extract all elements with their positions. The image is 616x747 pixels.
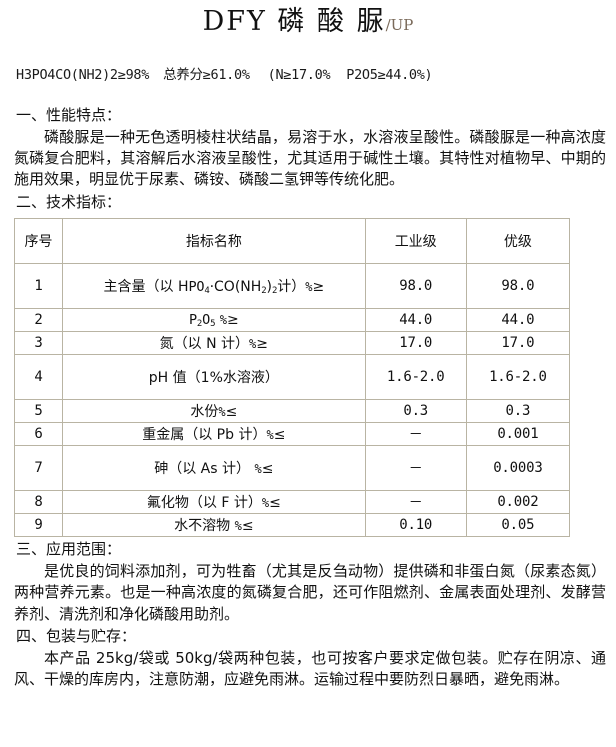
cell-no: 9 bbox=[13, 513, 64, 538]
cell-industrial: 0.3 bbox=[364, 399, 467, 424]
cell-premium: 98.0 bbox=[465, 263, 571, 310]
table-row: 1 主含量（以 HPO4·CO(NH2)2计）%≥ 98.0 98.0 bbox=[13, 263, 571, 310]
spec-segment-total-nutrient: 总养分≥61.0% bbox=[163, 67, 250, 84]
section-2-heading: 二、技术指标： bbox=[16, 192, 122, 211]
cell-no: 8 bbox=[13, 490, 64, 515]
cell-industrial: 0.10 bbox=[364, 513, 467, 538]
cell-industrial: 44.0 bbox=[364, 308, 467, 333]
header-cell-industrial: 工业级 bbox=[364, 218, 467, 265]
cell-no: 4 bbox=[13, 354, 64, 401]
table-row: 5 水份%≤ 0.3 0.3 bbox=[13, 399, 571, 424]
section-4-heading: 四、包装与贮存： bbox=[16, 627, 137, 646]
cell-industrial: － bbox=[364, 490, 467, 515]
section-4-body: 本产品 25kg/袋或 50kg/袋两种包装，也可按客户要求定做包装。贮存在阴凉… bbox=[14, 648, 606, 689]
cell-premium: 1.6-2.0 bbox=[465, 354, 571, 401]
title-main-text: DFY 磷 酸 脲 bbox=[202, 6, 386, 37]
header-cell-name: 指标名称 bbox=[62, 218, 366, 265]
cell-no: 5 bbox=[13, 399, 64, 424]
cell-premium: 0.002 bbox=[465, 490, 571, 515]
cell-no: 3 bbox=[13, 331, 64, 356]
cell-premium: 44.0 bbox=[465, 308, 571, 333]
section-1-body: 磷酸脲是一种无色透明棱柱状结晶，易溶于水，水溶液呈酸性。磷酸脲是一种高浓度氮磷复… bbox=[14, 127, 606, 189]
technical-spec-table: 序号 指标名称 工业级 优级 1 主含量（以 HPO4·CO(NH2)2计）%≥… bbox=[13, 218, 571, 538]
cell-no: 7 bbox=[13, 445, 64, 492]
cell-no: 1 bbox=[13, 263, 64, 310]
cell-premium: 0.3 bbox=[465, 399, 571, 424]
cell-industrial: 1.6-2.0 bbox=[364, 354, 467, 401]
table-row: 9 水不溶物 %≤ 0.10 0.05 bbox=[13, 513, 571, 538]
spec-segment-nitrogen: (N≥17.0% bbox=[267, 67, 331, 84]
spec-segment-phosphorus: P2O5≥44.0%) bbox=[346, 67, 433, 84]
cell-premium: 17.0 bbox=[465, 331, 571, 356]
table-row: 4 pH 值（1%水溶液） 1.6-2.0 1.6-2.0 bbox=[13, 354, 571, 401]
cell-industrial: 98.0 bbox=[364, 263, 467, 310]
cell-name: 砷（以 As 计） %≤ bbox=[62, 445, 366, 492]
technical-spec-table-wrapper: 序号 指标名称 工业级 优级 1 主含量（以 HPO4·CO(NH2)2计）%≥… bbox=[13, 218, 571, 538]
cell-name: 重金属（以 Pb 计）%≤ bbox=[62, 422, 366, 447]
table-header-row: 序号 指标名称 工业级 优级 bbox=[13, 218, 571, 265]
cell-industrial: 17.0 bbox=[364, 331, 467, 356]
cell-name: 氟化物（以 F 计）%≤ bbox=[62, 490, 366, 515]
table-row: 8 氟化物（以 F 计）%≤ － 0.002 bbox=[13, 490, 571, 515]
header-cell-no: 序号 bbox=[13, 218, 64, 265]
cell-no: 6 bbox=[13, 422, 64, 447]
cell-name: 主含量（以 HPO4·CO(NH2)2计）%≥ bbox=[62, 263, 366, 310]
table-row: 7 砷（以 As 计） %≤ － 0.0003 bbox=[13, 445, 571, 492]
cell-name: 水份%≤ bbox=[62, 399, 366, 424]
cell-industrial: － bbox=[364, 422, 467, 447]
cell-industrial: － bbox=[364, 445, 467, 492]
title-suffix-text: /UP bbox=[385, 16, 414, 34]
cell-premium: 0.001 bbox=[465, 422, 571, 447]
cell-no: 2 bbox=[13, 308, 64, 333]
section-3-body: 是优良的饲料添加剂，可为牲畜（尤其是反刍动物）提供磷和非蛋白氮（尿素态氮）两种营… bbox=[14, 562, 606, 623]
page-title: DFY 磷 酸 脲/UP bbox=[0, 0, 616, 37]
table-row: 2 P2O5 %≥ 44.0 44.0 bbox=[13, 308, 571, 333]
spec-segment-formula: H3PO4CO(NH2)2≥98% bbox=[16, 67, 150, 84]
cell-name: 水不溶物 %≤ bbox=[62, 513, 366, 538]
cell-premium: 0.05 bbox=[465, 513, 571, 538]
cell-name: pH 值（1%水溶液） bbox=[62, 354, 366, 401]
cell-name: 氮（以 N 计）%≥ bbox=[62, 331, 366, 356]
section-1-heading: 一、性能特点： bbox=[16, 106, 122, 125]
section-3-heading: 三、应用范围： bbox=[16, 540, 122, 559]
composition-spec-line: H3PO4CO(NH2)2≥98% 总养分≥61.0% (N≥17.0% P2O5≥4… bbox=[16, 63, 616, 83]
table-row: 6 重金属（以 Pb 计）%≤ － 0.001 bbox=[13, 422, 571, 447]
cell-name: P2O5 %≥ bbox=[62, 308, 366, 333]
header-cell-premium: 优级 bbox=[465, 218, 571, 265]
table-row: 3 氮（以 N 计）%≥ 17.0 17.0 bbox=[13, 331, 571, 356]
cell-premium: 0.0003 bbox=[465, 445, 571, 492]
